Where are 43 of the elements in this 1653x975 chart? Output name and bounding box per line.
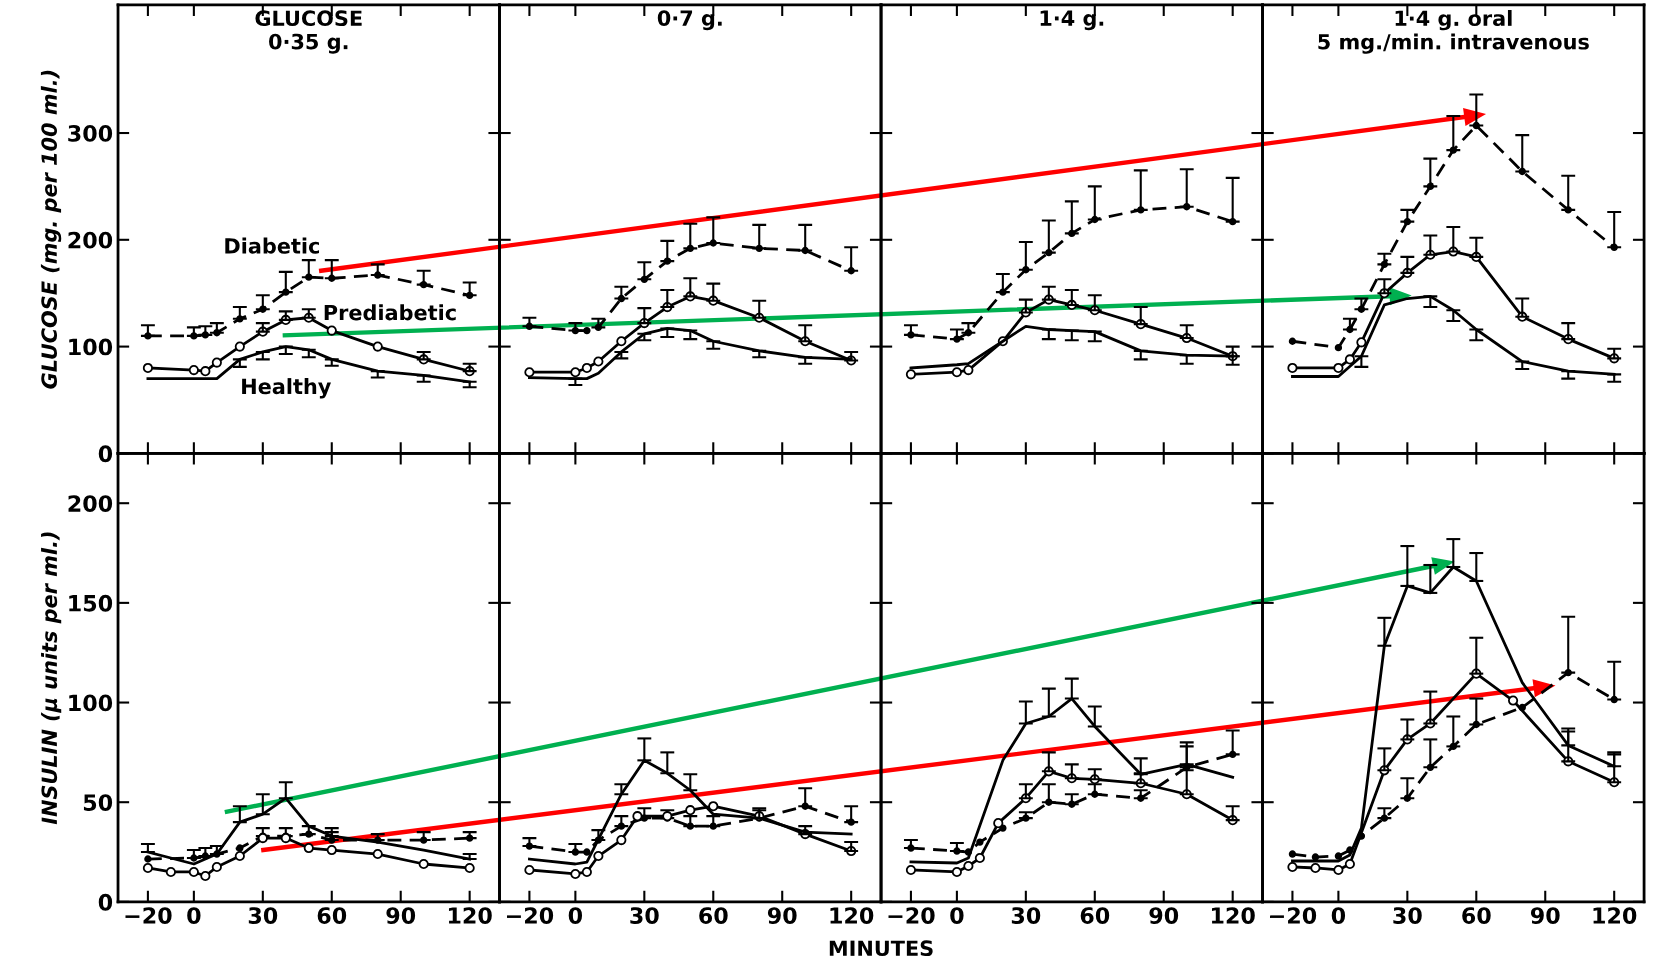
y-axis-title: INSULIN (μ units per ml.) <box>41 532 62 825</box>
x-tick-label: 30 <box>1393 907 1422 924</box>
y-tick-label: 200 <box>68 231 113 249</box>
x-tick-label: −20 <box>507 907 554 924</box>
x-tick-label: 30 <box>248 907 278 924</box>
x-axis-title: MINUTES <box>829 940 933 957</box>
x-tick-label: 30 <box>630 907 659 924</box>
chart-title: 1·4 g. <box>1040 10 1104 31</box>
y-tick-label: 150 <box>69 594 113 612</box>
x-tick-label: 60 <box>317 907 347 924</box>
x-tick-label: 90 <box>1149 907 1179 924</box>
x-tick-label: 0 <box>187 907 201 924</box>
x-tick-label: 0 <box>568 907 583 924</box>
series-label: Healthy <box>242 378 331 399</box>
series-label: Diabetic <box>225 237 320 254</box>
x-tick-label: 120 <box>448 907 492 924</box>
x-tick-label: 60 <box>1462 907 1491 924</box>
chart-title: 0·7 g. <box>657 10 722 31</box>
y-tick-label: 300 <box>68 124 113 142</box>
x-tick-label: 90 <box>386 907 416 924</box>
y-axis-title: GLUCOSE (mg. per 100 ml.) <box>40 70 62 389</box>
x-tick-label: 0 <box>950 907 964 924</box>
y-tick-label: 200 <box>68 495 113 512</box>
y-tick-label: 0 <box>98 893 113 911</box>
x-tick-label: −20 <box>125 907 172 924</box>
x-tick-label: 120 <box>1212 907 1255 924</box>
x-tick-label: 90 <box>1530 907 1560 924</box>
x-tick-label: −20 <box>1270 907 1317 924</box>
y-tick-label: 100 <box>69 338 113 356</box>
x-tick-label: 30 <box>1011 907 1041 924</box>
text: GLUCOSE 0·35 g. <box>255 10 362 54</box>
x-tick-label: −20 <box>888 907 935 924</box>
x-tick-label: 60 <box>1080 907 1110 924</box>
y-tick-label: 100 <box>69 694 113 712</box>
y-tick-label: 50 <box>83 794 113 811</box>
x-tick-label: 120 <box>1593 907 1637 924</box>
x-tick-label: 0 <box>1331 907 1346 924</box>
y-tick-label: 0 <box>98 445 113 463</box>
series-label: Prediabetic <box>324 304 456 321</box>
x-tick-label: 90 <box>767 907 797 924</box>
x-tick-label: 120 <box>830 907 874 924</box>
x-tick-label: 60 <box>699 907 728 924</box>
text: 1·4 g. oral 5 mg./min. intravenous <box>1318 10 1589 54</box>
